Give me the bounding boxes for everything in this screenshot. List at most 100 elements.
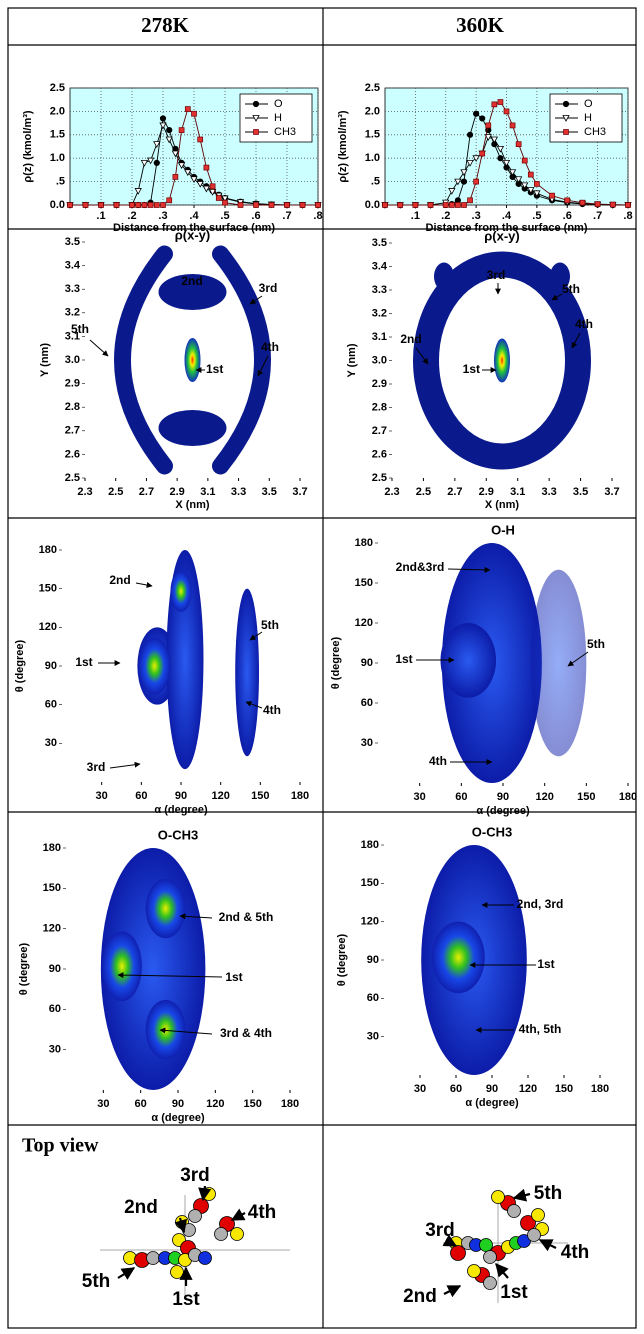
- y-tick-label: 60: [367, 992, 379, 1004]
- marker: [178, 127, 185, 133]
- y-tick-label: 2.5: [50, 82, 65, 94]
- annotation-arrow: [245, 701, 263, 709]
- x-tick-label: .1: [96, 210, 105, 222]
- y-tick-label: 3.2: [372, 307, 387, 319]
- marker: [460, 178, 468, 185]
- x-tick-label: .7: [282, 210, 291, 222]
- x-tick-label: .4: [189, 210, 199, 222]
- y-tick-label: 150: [43, 882, 61, 894]
- y-tick-label: 3.1: [372, 331, 387, 343]
- marker: [466, 131, 474, 138]
- legend-label: CH3: [584, 126, 606, 138]
- x-tick-label: 150: [555, 1083, 573, 1095]
- annotation: 1st: [206, 362, 223, 376]
- marker: [579, 199, 586, 206]
- y-tick-label: 30: [49, 1044, 61, 1056]
- legend-marker: [252, 100, 260, 108]
- marker: [315, 202, 321, 208]
- marker: [514, 176, 523, 184]
- density-region: [102, 931, 142, 1002]
- annotation-arrow: [159, 1027, 213, 1035]
- top-view-label: 1st: [500, 1282, 528, 1303]
- annotation: 3rd: [259, 281, 278, 295]
- y-tick-label: 3.0: [372, 354, 387, 366]
- atom: [170, 1265, 184, 1279]
- marker: [135, 202, 142, 208]
- x-tick-label: 30: [96, 790, 108, 802]
- x-tick-label: 150: [577, 791, 595, 803]
- y-tick-label: 60: [361, 697, 373, 709]
- x-axis-label: X (nm): [485, 499, 520, 511]
- annotation: 4th: [429, 754, 447, 768]
- marker: [171, 150, 180, 158]
- atom: [491, 1190, 505, 1204]
- marker: [382, 202, 388, 208]
- y-tick-label: 2.0: [365, 105, 380, 117]
- legend-label: O: [584, 98, 593, 110]
- y-tick-label: 3.1: [65, 330, 80, 342]
- atom: [483, 1250, 497, 1264]
- marker: [497, 155, 504, 162]
- y-axis-label: θ (degree): [14, 639, 26, 692]
- annotation: 1st: [225, 970, 242, 984]
- marker: [184, 169, 192, 177]
- y-axis-label: ρ(z) (kmol/m³): [337, 110, 349, 183]
- marker: [165, 136, 173, 144]
- marker: [502, 159, 511, 167]
- annotation: 4th: [575, 317, 593, 331]
- x-axis-label: Distance from the surface (nm): [113, 222, 275, 234]
- annotation: 3rd: [87, 760, 106, 774]
- y-axis-label: Y (nm): [346, 343, 358, 377]
- y-tick-label: 180: [43, 842, 61, 854]
- marker: [147, 202, 154, 208]
- x-tick-label: .8: [313, 210, 322, 222]
- y-axis-label: θ (degree): [330, 636, 342, 689]
- y-tick-label: 3.5: [372, 237, 387, 249]
- marker: [209, 183, 216, 190]
- x-tick-label: .6: [563, 210, 572, 222]
- column-header: 278K: [141, 13, 190, 37]
- x-tick-label: 60: [455, 791, 467, 803]
- y-tick-label: 120: [361, 916, 379, 928]
- annotation-arrow: [495, 1262, 509, 1279]
- density-region: [434, 262, 454, 291]
- atom: [198, 1251, 212, 1265]
- annotation: 2nd&3rd: [396, 560, 445, 574]
- marker: [253, 202, 259, 208]
- x-tick-label: 120: [519, 1083, 537, 1095]
- x-tick-label: 3.5: [573, 486, 588, 498]
- marker: [284, 202, 290, 208]
- chart-title: ρ(x-y): [175, 227, 211, 242]
- marker: [448, 188, 456, 195]
- atom: [467, 1264, 481, 1278]
- y-tick-label: 2.5: [65, 472, 80, 484]
- x-tick-label: 90: [497, 791, 509, 803]
- annotation: 1st: [75, 655, 92, 669]
- marker: [197, 136, 204, 143]
- x-tick-label: 3.3: [541, 486, 556, 498]
- marker: [237, 202, 244, 208]
- legend-marker: [253, 129, 259, 135]
- y-tick-label: 150: [355, 577, 373, 589]
- x-tick-label: .1: [411, 210, 420, 222]
- y-tick-label: 1.0: [365, 152, 380, 164]
- y-tick-label: 2.9: [65, 378, 80, 390]
- marker: [184, 106, 191, 112]
- density-region: [170, 570, 192, 612]
- y-tick-label: 120: [43, 923, 61, 935]
- density-region: [494, 338, 510, 383]
- annotation: 1st: [395, 652, 412, 666]
- marker: [467, 197, 473, 204]
- x-tick-label: 3.7: [292, 486, 307, 498]
- x-tick-label: .3: [158, 210, 167, 222]
- annotation-arrow: [551, 293, 563, 301]
- marker: [448, 202, 455, 208]
- density-region: [138, 637, 171, 695]
- marker: [472, 155, 480, 163]
- x-axis-label: α (degree): [476, 805, 530, 817]
- marker: [497, 99, 504, 105]
- marker: [521, 157, 528, 164]
- annotation-arrow: [135, 582, 153, 588]
- annotation-arrow: [538, 1239, 557, 1252]
